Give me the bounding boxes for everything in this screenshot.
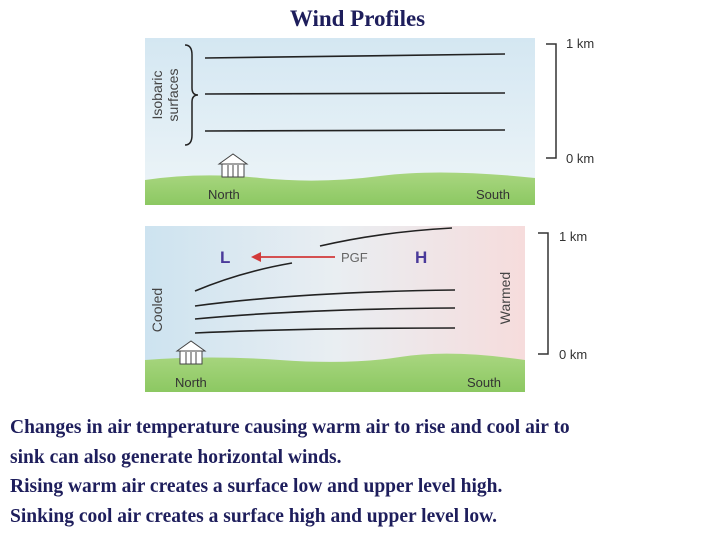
side-label: Isobaric <box>149 70 165 119</box>
left-label: Cooled <box>149 288 165 332</box>
ground-label: South <box>476 187 510 202</box>
diagram-bottom: L PGF H Cooled Warmed North South 1 km 0… <box>145 226 587 392</box>
scale-bar <box>546 43 557 159</box>
text-line: Sinking cool air creates a surface high … <box>10 505 497 527</box>
house <box>175 340 207 365</box>
side-label: surfaces <box>165 69 181 122</box>
brace <box>184 44 199 146</box>
diagram-top: Isobaric surfaces North South 1 km 0 km <box>145 36 594 205</box>
isobars <box>204 53 506 132</box>
ground <box>145 172 535 205</box>
arrow-label: PGF <box>341 250 368 265</box>
scale-label: 0 km <box>566 151 594 166</box>
ground-label: North <box>208 187 240 202</box>
high-label: H <box>415 248 427 267</box>
isobars <box>194 227 456 334</box>
low-label: L <box>220 248 230 267</box>
ground-label: South <box>467 375 501 390</box>
text-line: Changes in air temperature causing warm … <box>10 417 570 438</box>
scale-label: 0 km <box>559 347 587 362</box>
ground <box>145 353 525 392</box>
diagrams: Isobaric surfaces North South 1 km 0 km … <box>145 36 594 392</box>
body-text: Changes in air temperature causing warm … <box>10 413 715 531</box>
house <box>217 153 249 178</box>
scale-label: 1 km <box>566 36 594 51</box>
text-line: sink can also generate horizontal winds. <box>10 446 342 468</box>
slide-title: Wind Profiles <box>289 6 426 31</box>
ground-label: North <box>175 375 207 390</box>
text-line: Rising warm air creates a surface low an… <box>10 476 503 497</box>
scale-label: 1 km <box>559 229 587 244</box>
scale-bar <box>538 232 549 355</box>
right-label: Warmed <box>497 272 513 324</box>
arrow-head <box>251 252 261 262</box>
